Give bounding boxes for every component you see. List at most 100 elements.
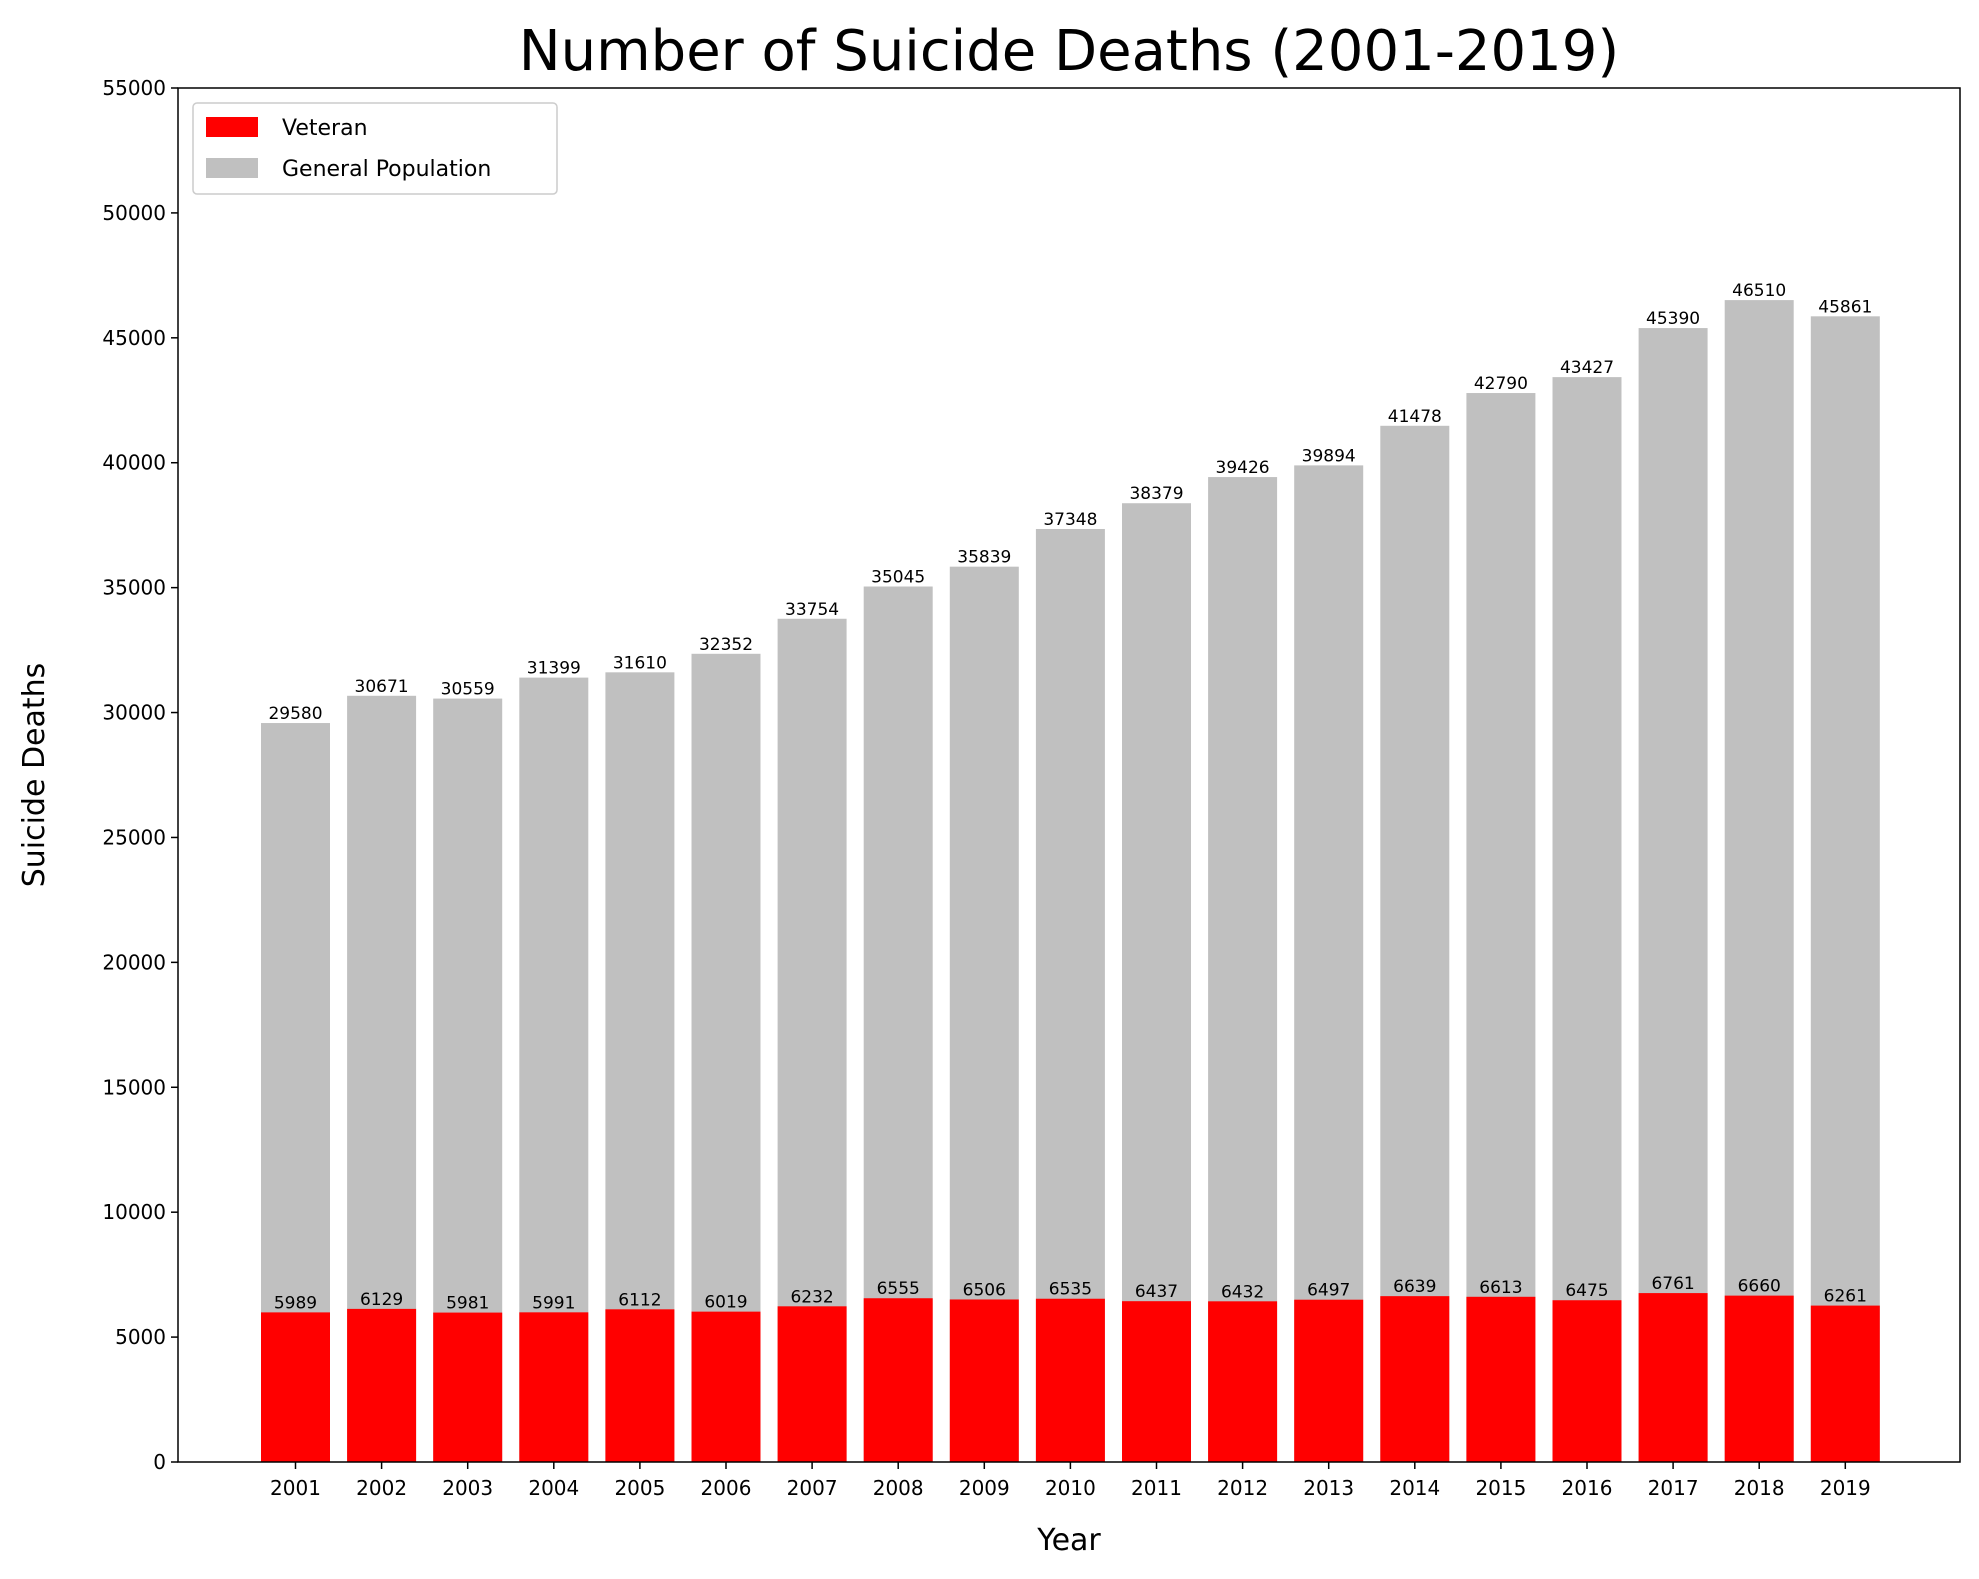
y-tick-label: 50000 [102, 201, 166, 225]
y-tick-label: 15000 [102, 1075, 166, 1099]
x-tick-label: 2014 [1389, 1476, 1440, 1500]
bar-label-veteran-2018: 6660 [1738, 1277, 1781, 1297]
x-tick-label: 2018 [1734, 1476, 1785, 1500]
x-tick-label: 2005 [614, 1476, 665, 1500]
bar-veteran-2011 [1122, 1301, 1191, 1462]
bar-label-veteran-2015: 6613 [1479, 1278, 1522, 1298]
bar-label-veteran-2007: 6232 [790, 1287, 833, 1307]
bar-veteran-2005 [605, 1309, 675, 1462]
bar-label-general-population-2001: 29580 [268, 704, 322, 724]
bar-label-general-population-2019: 45861 [1818, 297, 1872, 317]
bar-label-general-population-2007: 33754 [785, 600, 839, 620]
x-tick-label: 2011 [1131, 1476, 1182, 1500]
x-tick-label: 2007 [787, 1476, 838, 1500]
y-tick-label: 10000 [102, 1200, 166, 1224]
bar-label-veteran-2010: 6535 [1049, 1280, 1092, 1300]
bar-label-veteran-2004: 5991 [532, 1293, 575, 1313]
bar-label-general-population-2004: 31399 [527, 659, 581, 679]
bar-label-general-population-2011: 38379 [1129, 484, 1183, 504]
legend-label-general-population: General Population [282, 157, 491, 182]
x-tick-label: 2019 [1820, 1476, 1871, 1500]
bar-veteran-2010 [1035, 1298, 1105, 1462]
plot-area-frame [177, 87, 1961, 1463]
bar-label-veteran-2014: 6639 [1393, 1277, 1436, 1297]
y-tick-label: 30000 [102, 701, 166, 725]
x-tick-label: 2013 [1303, 1476, 1354, 1500]
general-population-bar-labels: 29580 30671 30559 31399 31610 32352 33754 35045… [268, 281, 1872, 724]
bar-label-general-population-2017: 45390 [1646, 309, 1700, 329]
bar-general-population-2015 [1466, 393, 1536, 1462]
bar-label-general-population-2003: 30559 [441, 680, 495, 700]
bar-label-general-population-2008: 35045 [871, 568, 925, 588]
bar-label-veteran-2001: 5989 [274, 1293, 317, 1313]
bar-label-general-population-2014: 41478 [1388, 407, 1442, 427]
y-tick-label: 25000 [102, 825, 166, 849]
bar-veteran-2007 [777, 1306, 847, 1462]
y-tick-label: 0 [153, 1450, 166, 1474]
x-tick-label: 2010 [1045, 1476, 1096, 1500]
bar-general-population-2013 [1294, 465, 1364, 1462]
bar-veteran-2014 [1380, 1296, 1450, 1462]
bar-veteran-2004 [519, 1312, 589, 1462]
legend-swatch-general-population [206, 158, 258, 178]
x-tick-label: 2015 [1475, 1476, 1526, 1500]
x-tick-label: 2006 [701, 1476, 752, 1500]
x-tick-label: 2012 [1217, 1476, 1268, 1500]
bar-general-population-2017 [1638, 328, 1708, 1462]
x-tick-label: 2002 [356, 1476, 407, 1500]
bar-label-general-population-2015: 42790 [1474, 374, 1528, 394]
x-tick-label: 2001 [270, 1476, 321, 1500]
y-axis-title: Suicide Deaths [17, 663, 52, 888]
chart-title: Number of Suicide Deaths (2001-2019) [519, 19, 1620, 84]
y-tick-label: 55000 [102, 76, 166, 100]
bar-label-veteran-2011: 6437 [1135, 1282, 1178, 1302]
bar-label-general-population-2006: 32352 [699, 635, 753, 655]
x-tick-label: 2004 [528, 1476, 579, 1500]
y-tick-label: 35000 [102, 576, 166, 600]
legend: Veteran General Population [192, 102, 558, 195]
bar-veteran-2009 [949, 1299, 1019, 1462]
bar-label-general-population-2013: 39894 [1302, 446, 1356, 466]
bar-label-veteran-2019: 6261 [1824, 1287, 1867, 1307]
bar-veteran-2016 [1552, 1300, 1622, 1462]
bar-veteran-2001 [261, 1312, 330, 1462]
bar-general-population-2018 [1724, 300, 1794, 1462]
bar-label-general-population-2010: 37348 [1043, 510, 1097, 530]
bar-label-veteran-2005: 6112 [618, 1290, 661, 1310]
veteran-bar-labels: 5989 6129 5981 5991 6112 6019 6232 6555 6506 6535… [274, 1274, 1867, 1313]
bar-label-general-population-2016: 43427 [1560, 358, 1614, 378]
bar-veteran-2003 [433, 1312, 503, 1462]
bar-veteran-2015 [1466, 1296, 1536, 1462]
bar-general-population-2016 [1552, 377, 1622, 1462]
bar-label-veteran-2016: 6475 [1565, 1281, 1608, 1301]
legend-label-veteran: Veteran [282, 116, 368, 141]
bar-label-general-population-2009: 35839 [957, 548, 1011, 568]
bar-veteran-2018 [1724, 1295, 1794, 1462]
legend-swatch-veteran [206, 117, 258, 137]
legend-frame [192, 102, 558, 195]
x-tick-label: 2003 [442, 1476, 493, 1500]
bar-label-veteran-2009: 6506 [963, 1280, 1006, 1300]
bar-label-general-population-2018: 46510 [1732, 281, 1786, 301]
bar-general-population-2012 [1208, 477, 1278, 1462]
x-axis: 2001 2002 2003 2004 2005 2006 2007 2008 2009 2010… [270, 1462, 1871, 1500]
bar-label-general-population-2005: 31610 [613, 653, 667, 673]
x-tick-label: 2016 [1562, 1476, 1613, 1500]
bar-veteran-2017 [1638, 1293, 1708, 1462]
bar-label-veteran-2012: 6432 [1221, 1282, 1264, 1302]
bar-label-veteran-2008: 6555 [877, 1279, 920, 1299]
bar-label-veteran-2013: 6497 [1307, 1281, 1350, 1301]
bar-label-general-population-2012: 39426 [1216, 458, 1270, 478]
bar-veteran-2019 [1810, 1305, 1880, 1462]
bar-veteran-2002 [347, 1308, 417, 1462]
x-tick-label: 2009 [959, 1476, 1010, 1500]
bar-label-veteran-2003: 5981 [446, 1294, 489, 1314]
bar-general-population-2014 [1380, 425, 1450, 1462]
x-axis-title: Year [1036, 1523, 1101, 1558]
bar-veteran-2012 [1208, 1301, 1278, 1462]
y-tick-label: 45000 [102, 326, 166, 350]
y-axis: 0 5000 10000 15000 20000 25000 30000 35000 40000… [102, 76, 178, 1474]
bar-veteran-2013 [1294, 1299, 1364, 1462]
